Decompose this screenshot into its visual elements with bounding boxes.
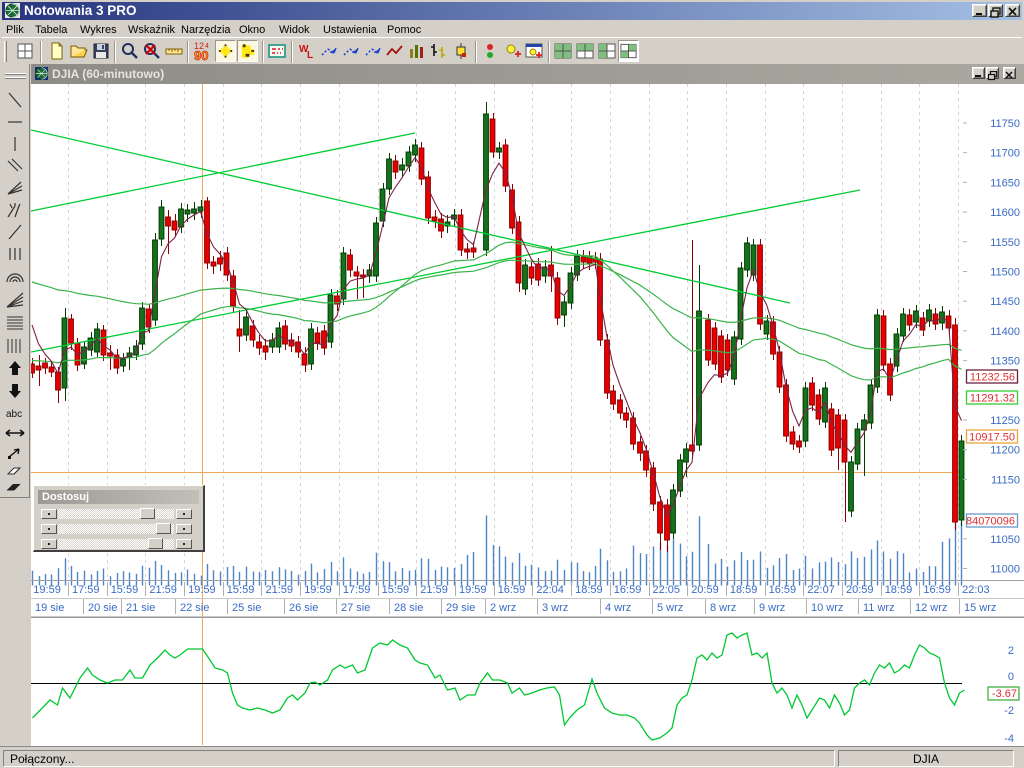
svg-text:11450: 11450: [990, 296, 1020, 308]
svg-text:11750: 11750: [990, 118, 1020, 130]
svg-text:28 sie: 28 sie: [394, 602, 423, 614]
svg-text:20 sie: 20 sie: [88, 602, 117, 614]
svg-text:5 wrz: 5 wrz: [657, 602, 683, 614]
svg-text:8 wrz: 8 wrz: [710, 602, 736, 614]
svg-text:11350: 11350: [990, 356, 1020, 368]
svg-text:84070096: 84070096: [966, 516, 1015, 528]
svg-text:11250: 11250: [990, 415, 1020, 427]
svg-text:25 sie: 25 sie: [232, 602, 261, 614]
svg-text:22 sie: 22 sie: [180, 602, 209, 614]
svg-text:18:59: 18:59: [575, 584, 603, 596]
svg-text:16:59: 16:59: [769, 584, 797, 596]
svg-text:12: 12: [194, 41, 204, 51]
svg-text:21:59: 21:59: [149, 584, 177, 596]
svg-text:0: 0: [1008, 671, 1014, 683]
svg-text:22:04: 22:04: [536, 584, 564, 596]
svg-text:11400: 11400: [990, 326, 1020, 338]
svg-text:10 wrz: 10 wrz: [811, 602, 843, 614]
svg-text:17:59: 17:59: [72, 584, 100, 596]
svg-text:-2: -2: [1004, 705, 1014, 717]
svg-text:19:59: 19:59: [188, 584, 216, 596]
svg-text:11550: 11550: [990, 237, 1020, 249]
svg-text:20:59: 20:59: [691, 584, 719, 596]
svg-text:11600: 11600: [990, 207, 1020, 219]
svg-text:4: 4: [205, 43, 209, 50]
svg-text:-4: -4: [1004, 733, 1014, 745]
svg-text:W: W: [299, 44, 309, 55]
svg-text:22:03: 22:03: [962, 584, 990, 596]
svg-text:12 wrz: 12 wrz: [915, 602, 947, 614]
svg-text:-3.67: -3.67: [992, 688, 1017, 700]
svg-text:20:59: 20:59: [846, 584, 874, 596]
svg-text:19:59: 19:59: [33, 584, 61, 596]
svg-text:11291.32: 11291.32: [970, 393, 1015, 405]
svg-text:16:59: 16:59: [923, 584, 951, 596]
svg-text:11700: 11700: [990, 148, 1020, 160]
svg-text:19:59: 19:59: [304, 584, 332, 596]
svg-text:16:59: 16:59: [614, 584, 642, 596]
svg-text:abc: abc: [6, 409, 22, 420]
svg-text:17:59: 17:59: [343, 584, 371, 596]
svg-text:11 wrz: 11 wrz: [863, 602, 895, 614]
svg-text:11000: 11000: [990, 564, 1020, 576]
svg-text:11050: 11050: [990, 534, 1020, 546]
svg-text:L: L: [307, 50, 313, 61]
svg-text:16:59: 16:59: [498, 584, 526, 596]
svg-text:22:05: 22:05: [653, 584, 681, 596]
svg-text:21:59: 21:59: [420, 584, 448, 596]
svg-text:21:59: 21:59: [266, 584, 294, 596]
svg-text:18:59: 18:59: [885, 584, 913, 596]
svg-text:2: 2: [1008, 645, 1014, 657]
svg-text:11232.56: 11232.56: [970, 372, 1015, 384]
svg-text:11200: 11200: [990, 445, 1020, 457]
svg-text:9 wrz: 9 wrz: [759, 602, 785, 614]
svg-text:21 sie: 21 sie: [126, 602, 155, 614]
svg-text:11150: 11150: [991, 474, 1020, 486]
svg-text:19 sie: 19 sie: [35, 602, 64, 614]
svg-text:90: 90: [194, 48, 208, 61]
svg-text:15:59: 15:59: [111, 584, 139, 596]
svg-text:11650: 11650: [990, 177, 1020, 189]
svg-text:10917.50: 10917.50: [969, 432, 1015, 444]
svg-text:11500: 11500: [990, 267, 1020, 279]
svg-text:2 wrz: 2 wrz: [490, 602, 516, 614]
svg-text:15:59: 15:59: [227, 584, 255, 596]
svg-text:26 sie: 26 sie: [289, 602, 318, 614]
svg-text:22:07: 22:07: [807, 584, 835, 596]
svg-text:4 wrz: 4 wrz: [605, 602, 631, 614]
svg-text:29 sie: 29 sie: [446, 602, 475, 614]
svg-text:19:59: 19:59: [459, 584, 487, 596]
svg-text:3 wrz: 3 wrz: [542, 602, 568, 614]
svg-text:15:59: 15:59: [382, 584, 410, 596]
svg-text:15 wrz: 15 wrz: [964, 602, 996, 614]
svg-text:18:59: 18:59: [730, 584, 758, 596]
svg-text:27 sie: 27 sie: [341, 602, 370, 614]
